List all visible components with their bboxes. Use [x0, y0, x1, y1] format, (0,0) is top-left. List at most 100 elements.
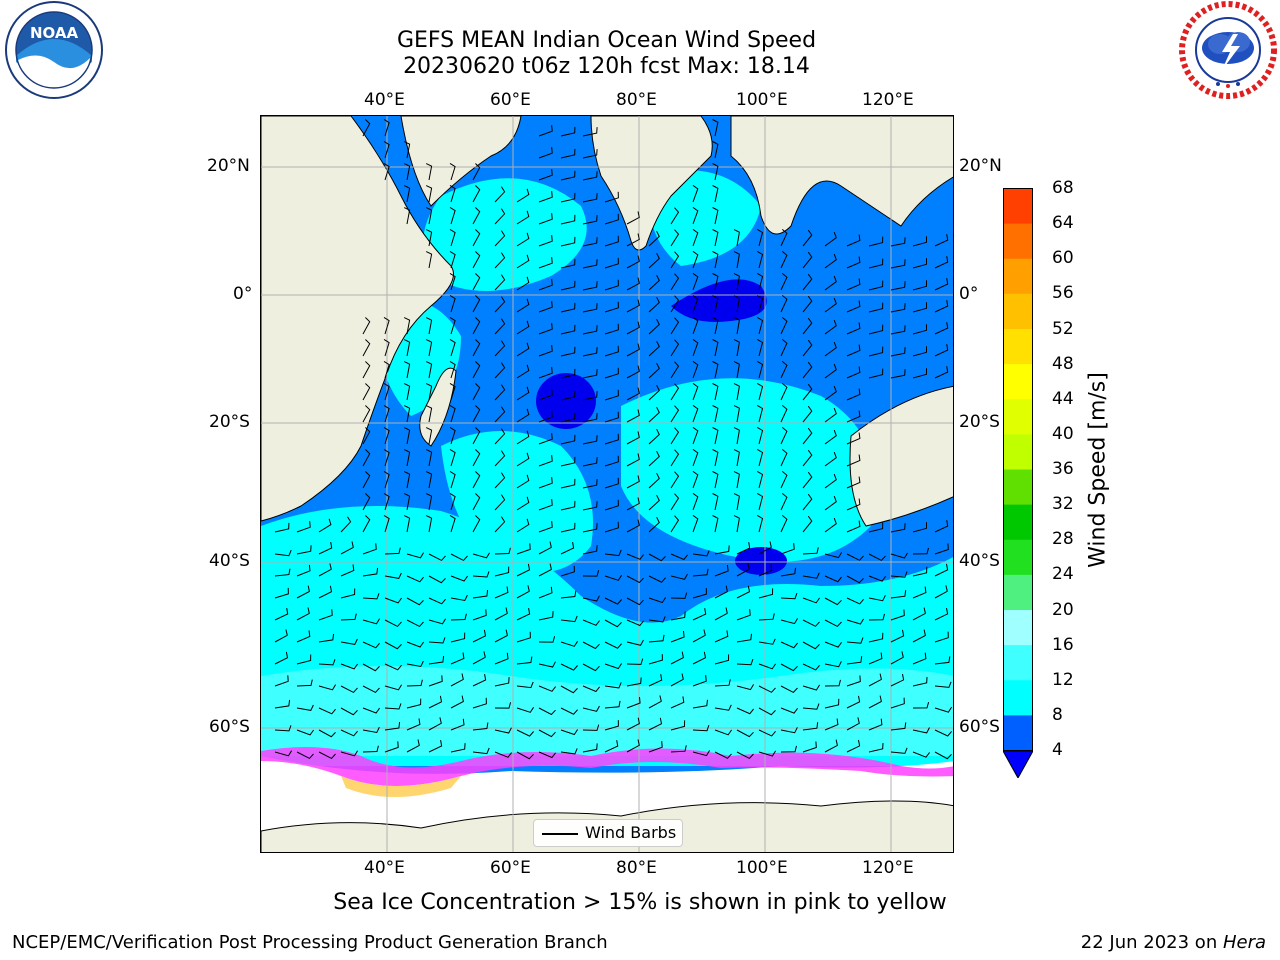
wind-barb-620 — [538, 707, 556, 716]
wind-barb-98 — [516, 276, 530, 291]
colorbar-tick-28: 28 — [1052, 529, 1074, 550]
wind-barb-265 — [802, 405, 813, 423]
wind-barb-352 — [692, 492, 699, 511]
land-madagascar — [419, 367, 457, 447]
wind-barb-195 — [362, 361, 371, 379]
lat-label-right-60s: 60°S — [959, 717, 1000, 737]
wind-barb-272 — [449, 426, 456, 445]
wind-barb-672 — [318, 751, 336, 760]
wind-barb-312 — [824, 451, 837, 467]
wind-barb-14 — [425, 163, 433, 181]
wind-barb-194 — [934, 344, 949, 357]
wind-barb-630 — [758, 707, 776, 716]
wind-barb-73 — [472, 251, 481, 269]
wind-barb-74 — [494, 252, 506, 269]
wind-barb-549 — [340, 663, 359, 670]
wind-barb-245 — [362, 405, 371, 423]
wind-barb-164 — [868, 324, 884, 335]
wind-barb-553 — [428, 655, 445, 665]
wind-barb-502 — [670, 611, 686, 621]
wind-barb-618 — [494, 702, 512, 709]
wind-barb-269 — [383, 426, 390, 445]
wind-barb-116 — [912, 280, 927, 291]
wind-barb-506 — [758, 613, 775, 621]
wind-barb-151 — [582, 325, 598, 335]
wind-barb-77 — [560, 258, 576, 269]
wind-barb-204 — [560, 368, 576, 379]
wind-barb-412 — [736, 542, 751, 555]
wind-barb-228 — [494, 384, 506, 401]
wind-barb-165 — [890, 325, 906, 335]
wind-barb-83 — [692, 250, 699, 269]
footer-date: 22 Jun 2023 on Hera — [1081, 932, 1266, 953]
wind-barb-579 — [318, 684, 337, 691]
wind-barb-698 — [890, 747, 908, 754]
wind-barb-560 — [582, 663, 600, 672]
wind-barb-16 — [472, 163, 481, 181]
wind-barb-203 — [538, 367, 553, 379]
wind-barb-23 — [449, 184, 456, 203]
wind-barb-367 — [425, 515, 433, 533]
wind-barb-69 — [912, 236, 927, 247]
wind-barb-363 — [340, 516, 352, 533]
colorbar-segment-56-60 — [1003, 258, 1033, 294]
wind-barb-608 — [274, 699, 291, 709]
wind-barb-266 — [824, 407, 837, 423]
wind-barb-302 — [604, 455, 619, 467]
wind-barb-101 — [582, 281, 598, 291]
wind-barb-550 — [362, 663, 380, 672]
wind-barb-130 — [712, 295, 719, 313]
wind-barb-540 — [824, 641, 843, 648]
wind-barb-654 — [604, 720, 619, 731]
wind-barb-679 — [472, 747, 490, 755]
wind-barb-12 — [383, 162, 390, 181]
wind-barb-637 — [912, 701, 930, 709]
wind-barb-138 — [890, 303, 906, 313]
wind-barb-114 — [868, 280, 884, 291]
wind-barb-640 — [296, 729, 315, 736]
lat-label-right-20s: 20°S — [959, 412, 1000, 432]
colorbar-tick-48: 48 — [1052, 353, 1074, 374]
wind-barb-517 — [318, 633, 335, 643]
wind-barb-299 — [538, 455, 553, 467]
wind-barb-110 — [780, 273, 788, 291]
wind-barb-414 — [780, 543, 795, 555]
wind-barb-103 — [626, 277, 640, 291]
colorbar-tick-64: 64 — [1052, 213, 1074, 234]
wind-barb-677 — [428, 740, 443, 753]
wind-barb-324 — [582, 479, 598, 489]
wind-barb-526 — [516, 631, 531, 643]
wind-barb-141 — [362, 317, 371, 335]
wind-barb-27 — [538, 191, 553, 203]
wind-barb-2 — [538, 125, 553, 137]
wind-barb-262 — [733, 405, 740, 423]
wind-barb-47 — [425, 229, 433, 247]
wind-barb-473 — [714, 585, 728, 599]
wind-barb-248 — [425, 405, 433, 423]
wind-barb-681 — [516, 751, 534, 760]
lat-label-right-0: 0° — [959, 284, 979, 304]
wind-barb-197 — [403, 361, 411, 379]
wind-barb-213 — [757, 360, 764, 379]
wind-barb-205 — [582, 369, 598, 379]
wind-barb-604 — [868, 673, 882, 687]
wind-barb-456 — [340, 588, 356, 599]
wind-barb-660 — [736, 729, 754, 738]
footer-branch: NCEP/EMC/Verification Post Processing Pr… — [12, 932, 608, 953]
wind-barb-562 — [626, 658, 644, 665]
wind-barb-239 — [733, 383, 740, 401]
wind-barb-288 — [802, 427, 813, 445]
wind-barb-667 — [890, 722, 907, 731]
land-arabia — [400, 116, 522, 207]
colorbar-segment-12-16 — [1003, 644, 1033, 681]
wind-barb-166 — [912, 324, 927, 335]
wind-barb-559 — [560, 663, 578, 671]
wind-barb-407 — [626, 553, 644, 560]
wind-barb-193 — [912, 346, 927, 357]
wind-barb-161 — [802, 317, 813, 335]
wind-barb-452 — [934, 563, 949, 577]
wind-barb-386 — [846, 520, 861, 533]
wind-barb-533 — [670, 630, 685, 643]
wind-barb-687 — [648, 741, 663, 753]
wind-barb-539 — [802, 641, 820, 650]
